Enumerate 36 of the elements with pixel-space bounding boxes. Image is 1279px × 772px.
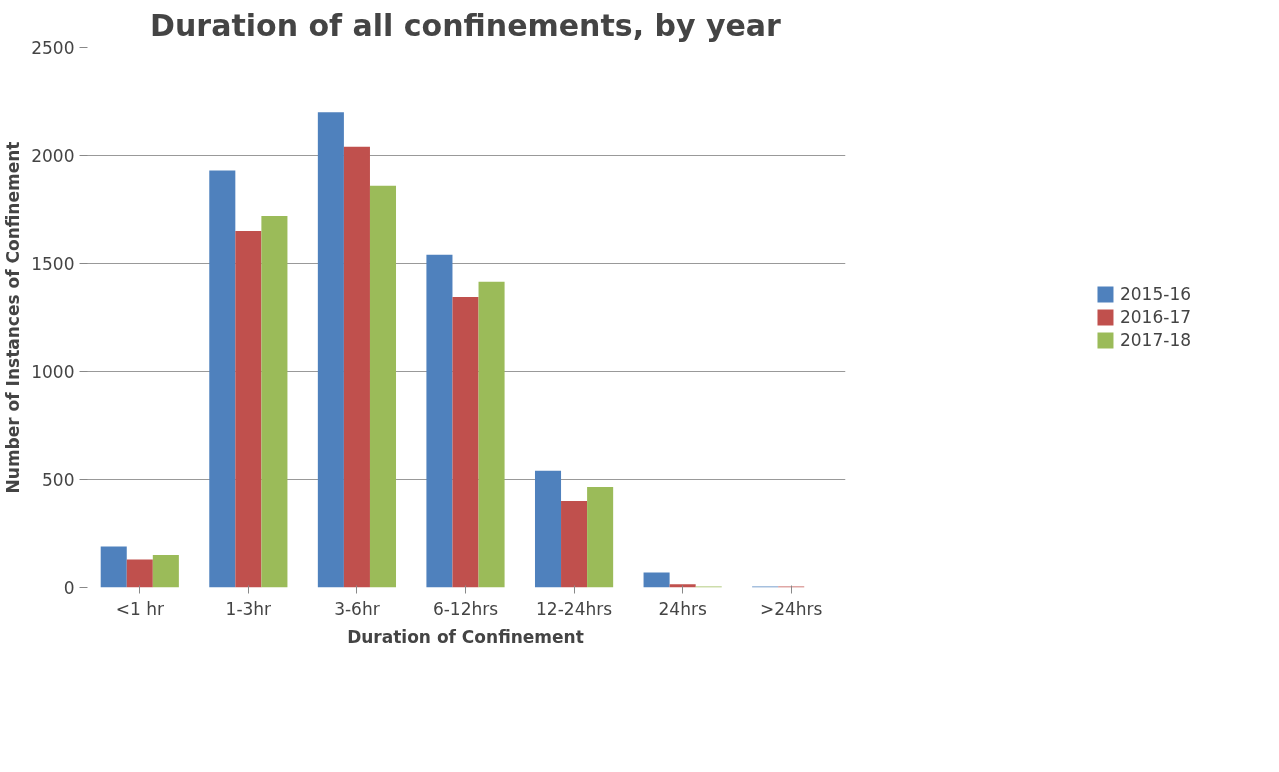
- bar: [561, 501, 588, 588]
- y-tick-label: 2000: [31, 146, 75, 166]
- y-tick-label: 1500: [31, 254, 75, 274]
- bar: [152, 555, 179, 588]
- x-tick-label: 6-12hrs: [432, 598, 499, 619]
- y-tick-label: 0: [63, 578, 75, 598]
- bar: [534, 470, 562, 588]
- bar: [426, 254, 453, 588]
- bar: [343, 146, 370, 588]
- y-tick-label: 500: [42, 470, 75, 490]
- bar: [452, 296, 479, 588]
- bar: [100, 546, 127, 588]
- x-tick-label: <1 hr: [115, 598, 164, 619]
- x-axis-title: Duration of Confinement: [347, 626, 584, 647]
- bar: [261, 215, 288, 588]
- y-tick-label: 2500: [31, 38, 75, 58]
- legend-label: 2015-16: [1119, 284, 1192, 304]
- bar: [235, 231, 262, 588]
- y-tick-label: 1000: [31, 362, 75, 382]
- bar: [126, 559, 153, 588]
- x-tick-label: 3-6hr: [334, 598, 380, 619]
- bar: [643, 572, 670, 588]
- x-tick-label: 12-24hrs: [536, 598, 613, 619]
- x-tick-label: 24hrs: [658, 598, 707, 619]
- y-axis-title: Number of Instances of Confinement: [3, 141, 24, 494]
- bar: [317, 112, 344, 588]
- bar: [209, 170, 236, 588]
- chart-title: Duration of all confinements, by year: [150, 7, 782, 43]
- bar: [669, 584, 696, 588]
- bar: [478, 281, 505, 588]
- legend-label: 2016-17: [1119, 307, 1192, 327]
- bar: [587, 487, 614, 588]
- bar: [369, 185, 397, 588]
- x-tick-label: >24hrs: [759, 598, 823, 619]
- legend-label: 2017-18: [1119, 330, 1192, 350]
- x-tick-label: 1-3hr: [225, 598, 272, 619]
